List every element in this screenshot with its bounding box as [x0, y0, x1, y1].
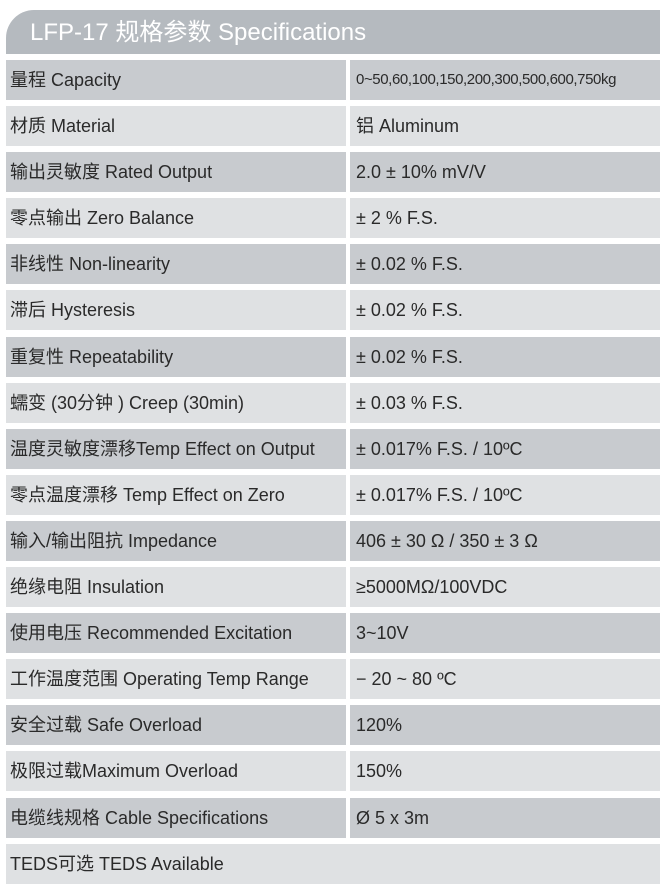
- teds-label: TEDS可选 TEDS Available: [6, 843, 660, 884]
- spec-row: 蠕变 (30分钟 ) Creep (30min) ± 0.03 % F.S.: [6, 382, 660, 423]
- spec-label: 绝缘电阻 Insulation: [6, 567, 346, 608]
- spec-row: 使用电压 Recommended Excitation 3~10V: [6, 613, 660, 654]
- spec-table: 量程 Capacity 0~50,60,100,150,200,300,500,6…: [6, 60, 660, 890]
- spec-label: 安全过载 Safe Overload: [6, 705, 346, 746]
- spec-row: 重复性 Repeatability ± 0.02 % F.S.: [6, 336, 660, 377]
- spec-value: 120%: [350, 705, 660, 746]
- spec-label: 量程 Capacity: [6, 60, 346, 100]
- spec-value: ± 0.017% F.S. / 10ºC: [350, 474, 660, 515]
- spec-value: 406 ± 30 Ω / 350 ± 3 Ω: [350, 520, 660, 561]
- spec-row: 输出灵敏度 Rated Output 2.0 ± 10% mV/V: [6, 152, 660, 193]
- spec-row: 绝缘电阻 Insulation ≥5000MΩ/100VDC: [6, 567, 660, 608]
- spec-row-teds: TEDS可选 TEDS Available: [6, 843, 660, 884]
- spec-row: 安全过载 Safe Overload 120%: [6, 705, 660, 746]
- spec-value: ± 0.017% F.S. / 10ºC: [350, 428, 660, 469]
- spec-label: 滞后 Hysteresis: [6, 290, 346, 331]
- spec-value: 铝 Aluminum: [350, 106, 660, 147]
- spec-value: ± 2 % F.S.: [350, 198, 660, 239]
- spec-row: 输入/输出阻抗 Impedance 406 ± 30 Ω / 350 ± 3 Ω: [6, 520, 660, 561]
- spec-label: 使用电压 Recommended Excitation: [6, 613, 346, 654]
- spec-row: 滞后 Hysteresis ± 0.02 % F.S.: [6, 290, 660, 331]
- spec-label: 零点输出 Zero Balance: [6, 198, 346, 239]
- spec-label: 蠕变 (30分钟 ) Creep (30min): [6, 382, 346, 423]
- spec-value: ± 0.03 % F.S.: [350, 382, 660, 423]
- spec-value: Ø 5 x 3m: [350, 797, 660, 838]
- spec-row: 温度灵敏度漂移Temp Effect on Output ± 0.017% F.…: [6, 428, 660, 469]
- spec-label: 温度灵敏度漂移Temp Effect on Output: [6, 428, 346, 469]
- spec-value: 0~50,60,100,150,200,300,500,600,750kg: [350, 60, 660, 100]
- spec-label: 非线性 Non-linearity: [6, 244, 346, 285]
- spec-row: 非线性 Non-linearity ± 0.02 % F.S.: [6, 244, 660, 285]
- spec-label: 材质 Material: [6, 106, 346, 147]
- spec-row: 零点温度漂移 Temp Effect on Zero ± 0.017% F.S.…: [6, 474, 660, 515]
- spec-value: ± 0.02 % F.S.: [350, 244, 660, 285]
- spec-row: 材质 Material 铝 Aluminum: [6, 106, 660, 147]
- spec-label: 电缆线规格 Cable Specifications: [6, 797, 346, 838]
- spec-value: 150%: [350, 751, 660, 792]
- spec-label: 极限过载Maximum Overload: [6, 751, 346, 792]
- spec-value: 3~10V: [350, 613, 660, 654]
- spec-value: 2.0 ± 10% mV/V: [350, 152, 660, 193]
- spec-label: 零点温度漂移 Temp Effect on Zero: [6, 474, 346, 515]
- spec-label: 重复性 Repeatability: [6, 336, 346, 377]
- spec-label: 输出灵敏度 Rated Output: [6, 152, 346, 193]
- spec-row: 量程 Capacity 0~50,60,100,150,200,300,500,6…: [6, 60, 660, 100]
- spec-label: 工作温度范围 Operating Temp Range: [6, 659, 346, 700]
- spec-title: LFP-17 规格参数 Specifications: [6, 10, 660, 54]
- spec-row: 极限过载Maximum Overload 150%: [6, 751, 660, 792]
- spec-value: ± 0.02 % F.S.: [350, 290, 660, 331]
- spec-value: ± 0.02 % F.S.: [350, 336, 660, 377]
- spec-value: − 20 ~ 80 ºC: [350, 659, 660, 700]
- spec-row: 零点输出 Zero Balance ± 2 % F.S.: [6, 198, 660, 239]
- spec-row: 工作温度范围 Operating Temp Range − 20 ~ 80 ºC: [6, 659, 660, 700]
- spec-label: 输入/输出阻抗 Impedance: [6, 520, 346, 561]
- spec-row: 电缆线规格 Cable Specifications Ø 5 x 3m: [6, 797, 660, 838]
- spec-value: ≥5000MΩ/100VDC: [350, 567, 660, 608]
